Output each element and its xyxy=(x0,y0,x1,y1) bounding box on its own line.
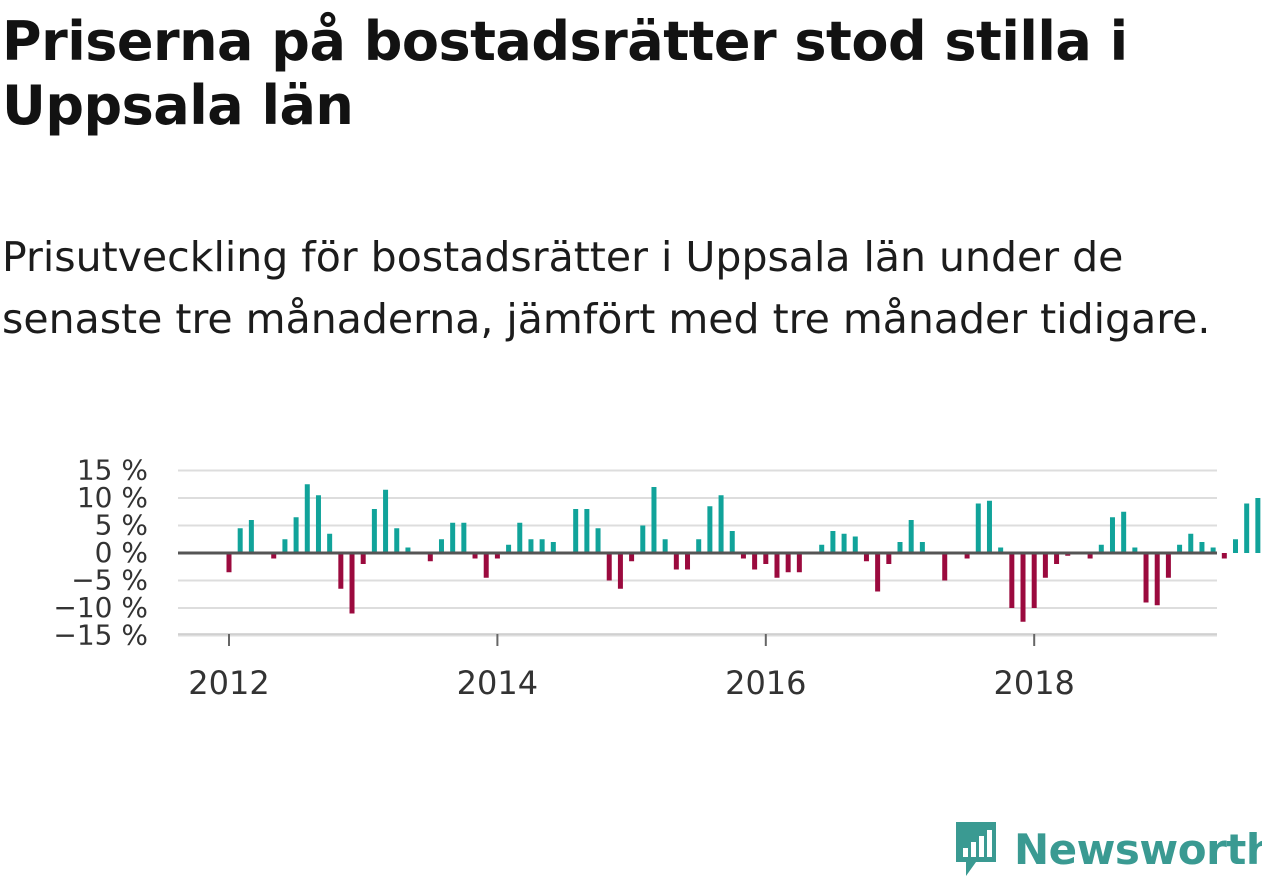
bar xyxy=(540,539,545,553)
bar xyxy=(394,528,399,553)
bar xyxy=(898,542,903,553)
bar xyxy=(249,520,254,553)
x-axis: 20122014201620182020202220242026 xyxy=(178,634,1262,702)
y-tick-label: −15 % xyxy=(53,619,148,652)
bar xyxy=(875,553,880,592)
chart-title: Priserna på bostadsrätter stod stilla i … xyxy=(2,10,1242,138)
bar xyxy=(707,506,712,553)
bar xyxy=(461,523,466,553)
bar xyxy=(1110,517,1115,553)
bar xyxy=(730,531,735,553)
bar xyxy=(640,526,645,554)
bar xyxy=(1188,534,1193,553)
bar xyxy=(942,553,947,581)
bar xyxy=(1222,553,1227,559)
bar xyxy=(719,495,724,553)
bar xyxy=(1166,553,1171,578)
bar xyxy=(316,495,321,553)
bar xyxy=(238,528,243,553)
bar xyxy=(361,553,366,564)
bar xyxy=(517,523,522,553)
bar xyxy=(763,553,768,564)
bar xyxy=(573,509,578,553)
bar xyxy=(797,553,802,572)
x-tick-label: 2012 xyxy=(188,664,269,702)
bar xyxy=(830,531,835,553)
brand-name: Newsworthy xyxy=(1014,825,1262,874)
bar xyxy=(651,487,656,553)
bar xyxy=(774,553,779,578)
bar xyxy=(674,553,679,570)
x-tick-label: 2016 xyxy=(725,664,806,702)
bar xyxy=(842,534,847,553)
bar xyxy=(450,523,455,553)
bar-chart: 15 %10 %5 %0 %−5 %−10 %−15 % 2012 2014 201… xyxy=(0,440,1262,720)
bar xyxy=(1021,553,1026,622)
bar xyxy=(551,542,556,553)
bar xyxy=(1233,539,1238,553)
bar xyxy=(1054,553,1059,564)
bar xyxy=(685,553,690,570)
bar xyxy=(786,553,791,572)
bar xyxy=(350,553,355,614)
bar xyxy=(1244,504,1249,554)
bar xyxy=(584,509,589,553)
bar xyxy=(282,539,287,553)
y-axis: 15 %10 %5 %0 %−5 %−10 %−15 % xyxy=(53,454,148,652)
bar xyxy=(976,504,981,554)
bar xyxy=(1255,498,1260,553)
bar xyxy=(1121,512,1126,553)
bar xyxy=(853,537,858,554)
bar xyxy=(607,553,612,581)
bar xyxy=(327,534,332,553)
bar xyxy=(227,553,232,572)
bar xyxy=(439,539,444,553)
bar xyxy=(663,539,668,553)
bar xyxy=(920,542,925,553)
bar xyxy=(596,528,601,553)
newsworthy-logo: Newsworthy xyxy=(952,818,1262,880)
bar xyxy=(383,490,388,553)
bar xyxy=(372,509,377,553)
bar xyxy=(752,553,757,570)
bar xyxy=(696,539,701,553)
bar xyxy=(1009,553,1014,608)
x-tick-label: 2018 xyxy=(993,664,1074,702)
chart-subtitle: Prisutveckling för bostadsrätter i Uppsa… xyxy=(2,226,1222,350)
x-tick-label: 2014 xyxy=(457,664,538,702)
bar xyxy=(1144,553,1149,603)
newsworthy-logo-icon xyxy=(952,818,1000,880)
bar xyxy=(305,484,310,553)
bar xyxy=(1199,542,1204,553)
bar xyxy=(338,553,343,589)
bar xyxy=(1155,553,1160,605)
bar xyxy=(294,517,299,553)
bar xyxy=(909,520,914,553)
bar xyxy=(886,553,891,564)
bar xyxy=(987,501,992,553)
bar xyxy=(528,539,533,553)
bar xyxy=(618,553,623,589)
bar xyxy=(1032,553,1037,608)
bar xyxy=(484,553,489,578)
bar xyxy=(1043,553,1048,578)
